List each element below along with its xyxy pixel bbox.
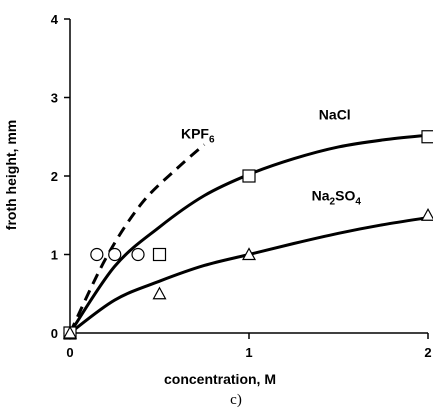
y-tick-label: 1 [51, 248, 58, 263]
x-axis-title: concentration, M [164, 371, 276, 387]
marker-triangle [420, 207, 433, 221]
fit-line-kpf6 [68, 143, 206, 334]
fit-line-na2so4 [69, 216, 429, 335]
y-tick-label: 4 [51, 12, 59, 27]
marker-circle [131, 247, 145, 262]
series-label-part: SO [335, 187, 355, 203]
marker-triangle [62, 325, 78, 339]
marker-circle [108, 247, 122, 262]
series-label-part: Na [312, 187, 330, 203]
marker-triangle [241, 247, 257, 261]
series-label-part: 2 [330, 196, 336, 207]
marker-square [421, 130, 433, 144]
x-tick-label: 1 [245, 345, 252, 360]
fit-lines [68, 133, 429, 335]
series-label-part: 6 [209, 134, 215, 145]
series-label-kpf6: KPF6 [181, 125, 215, 145]
y-tick-label: 2 [51, 169, 58, 184]
y-tick-label: 0 [51, 326, 58, 341]
x-tick-label: 0 [66, 345, 73, 360]
x-tick-label: 2 [424, 345, 431, 360]
series-label-na2so4: Na2SO4 [312, 187, 362, 207]
y-tick-label: 3 [51, 91, 58, 106]
marker-triangle [152, 286, 167, 300]
series-label-part: KPF [181, 125, 209, 141]
y-axis-title: froth height, mm [3, 120, 19, 230]
labels: KPF6 NaCl Na2SO4 [181, 106, 361, 207]
series-label-nacl: NaCl [319, 106, 351, 122]
markers [62, 130, 433, 340]
series-label-part: NaCl [319, 106, 351, 122]
plot-area: 0 1 2 3 4 0 1 2 [51, 12, 432, 360]
marker-square [242, 169, 256, 183]
fit-line-nacl [68, 133, 429, 334]
series-label-part: 4 [355, 196, 361, 207]
marker-circle [90, 247, 104, 262]
panel-label: c) [230, 392, 242, 408]
marker-square [152, 247, 167, 262]
